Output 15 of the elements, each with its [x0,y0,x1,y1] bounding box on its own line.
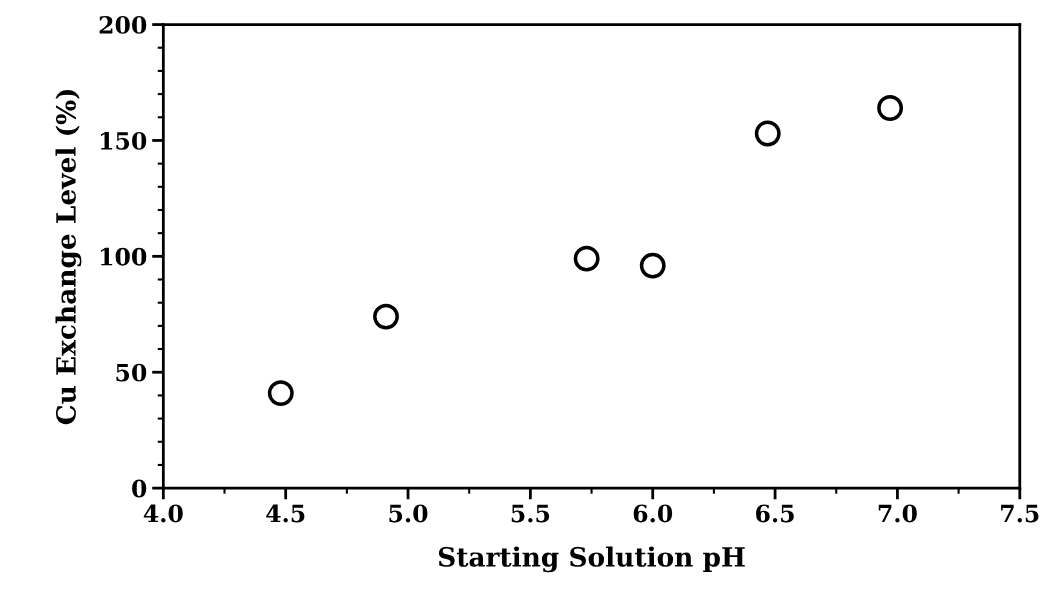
y-tick-label: 200 [99,16,147,34]
x-tick-label: 4.5 [266,504,305,523]
y-tick-label: 50 [116,363,147,382]
x-tick-label: 4.0 [143,504,183,523]
x-tick-label: 5.0 [389,504,428,523]
x-tick-label: 5.5 [511,504,550,523]
x-tick-label: 7.0 [878,504,917,523]
y-axis-title: Cu Exchange Level (%) [55,89,82,425]
y-tick-label: 0 [132,479,147,498]
x-tick-label: 6.0 [633,504,673,523]
x-axis-title: Starting Solution pH [438,546,745,573]
y-tick-label: 100 [100,247,147,266]
y-tick-label: 150 [100,131,147,150]
x-tick-label: 6.5 [756,504,794,523]
x-tick-label: 7.5 [1001,504,1039,523]
